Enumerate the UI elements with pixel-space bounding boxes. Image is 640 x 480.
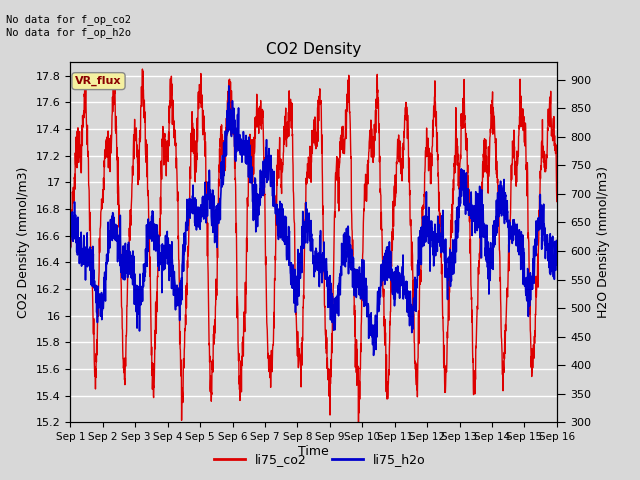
Line: li75_co2: li75_co2 xyxy=(70,69,557,422)
li75_h2o xyxy=(92,288,99,294)
li75_co2 xyxy=(540,144,547,149)
Legend: li75_co2, li75_h2o: li75_co2, li75_h2o xyxy=(209,448,431,471)
li75_co2 xyxy=(92,366,99,372)
li75_h2o xyxy=(67,245,74,251)
Line: li75_h2o: li75_h2o xyxy=(70,86,557,355)
Y-axis label: CO2 Density (mmol/m3): CO2 Density (mmol/m3) xyxy=(17,167,30,318)
li75_co2 xyxy=(355,420,362,425)
Text: VR_flux: VR_flux xyxy=(76,76,122,86)
li75_h2o xyxy=(539,209,547,215)
li75_h2o xyxy=(370,352,378,358)
Title: CO2 Density: CO2 Density xyxy=(266,42,361,57)
li75_co2 xyxy=(139,66,147,72)
li75_h2o xyxy=(450,259,458,265)
li75_co2 xyxy=(291,219,298,225)
li75_h2o xyxy=(553,262,561,268)
li75_co2 xyxy=(67,231,74,237)
li75_h2o xyxy=(540,227,547,233)
Text: No data for f_op_co2
No data for f_op_h2o: No data for f_op_co2 No data for f_op_h2… xyxy=(6,14,131,38)
li75_h2o xyxy=(291,292,298,298)
li75_co2 xyxy=(303,180,311,186)
li75_co2 xyxy=(553,199,561,204)
li75_co2 xyxy=(450,171,458,177)
li75_co2 xyxy=(539,155,547,161)
X-axis label: Time: Time xyxy=(298,445,329,458)
Y-axis label: H2O Density (mmol/m3): H2O Density (mmol/m3) xyxy=(596,167,610,318)
li75_h2o xyxy=(225,83,233,89)
li75_h2o xyxy=(303,211,311,216)
